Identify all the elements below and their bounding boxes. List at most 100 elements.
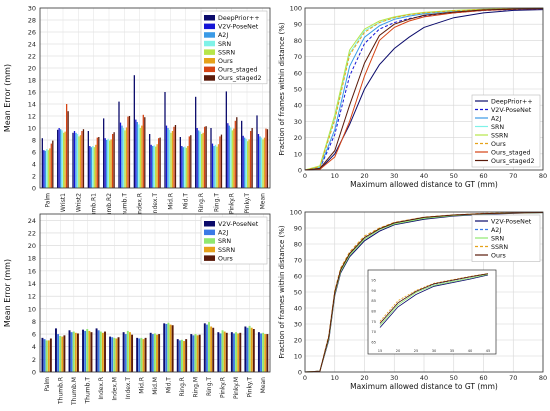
bar: [59, 335, 62, 372]
bar: [179, 137, 181, 188]
legend-swatch: [204, 221, 215, 227]
bar: [136, 122, 138, 188]
y-tick-label: 50: [294, 289, 302, 297]
y-tick-label: 6: [32, 149, 36, 157]
bar: [103, 118, 105, 188]
bar: [113, 132, 115, 188]
bar: [257, 332, 260, 372]
y-tick-label: 8: [32, 318, 36, 326]
bar: [142, 114, 144, 188]
y-tick-label: 100: [290, 5, 302, 13]
bar: [141, 125, 143, 188]
bar: [225, 91, 227, 188]
bar: [157, 138, 160, 188]
bar: [244, 137, 246, 188]
legend-label: SSRN: [491, 244, 508, 251]
y-axis-label: Fraction of frames within distance (%): [278, 225, 286, 358]
bar: [171, 131, 174, 188]
x-tick-label: 30: [390, 374, 398, 382]
x-tick-label: Mid.M: [152, 377, 159, 395]
inset-y-tick: 80: [371, 310, 376, 314]
x-tick-label: Palm: [44, 377, 51, 392]
bar: [190, 334, 193, 372]
bar: [171, 325, 174, 372]
bar: [125, 127, 128, 188]
legend-swatch: [204, 15, 215, 21]
series-line: [304, 212, 544, 373]
bar: [139, 128, 141, 188]
legend-label: SRN: [491, 235, 504, 242]
bar: [223, 331, 226, 372]
y-tick-label: 20: [294, 134, 302, 142]
y-tick-label: 20: [28, 65, 36, 73]
y-axis-label: Fraction of frames within distance (%): [278, 22, 286, 155]
legend-swatch: [204, 255, 215, 261]
bar: [164, 92, 166, 188]
bar: [158, 334, 161, 372]
y-tick-label: 20: [28, 242, 36, 250]
x-tick-label: 80: [539, 172, 547, 180]
bar: [185, 339, 188, 372]
bar: [92, 146, 94, 188]
bar: [104, 138, 106, 188]
x-tick-label: Mean: [259, 193, 266, 210]
bar: [198, 130, 200, 188]
bar: [117, 337, 120, 372]
bar: [126, 330, 129, 372]
chart-top-right-pck: 0 10 20 30 40 50 60 70 80 90 100 0 10 20 30 40 50 60 70 80 M…: [278, 5, 547, 190]
x-tick-label: Pinky.R: [229, 193, 236, 214]
bar: [111, 337, 114, 372]
bar: [97, 330, 100, 372]
legend-label: Ours: [491, 252, 506, 259]
bar: [210, 326, 213, 372]
bar: [58, 128, 60, 188]
inset-series-line: [379, 273, 489, 322]
bar: [169, 324, 172, 372]
legend-swatch: [204, 66, 215, 73]
y-tick-label: 0: [32, 369, 36, 377]
x-axis-label: Maximum allowed distance to GT (mm): [350, 382, 498, 391]
bar: [153, 145, 155, 188]
bar: [195, 96, 197, 188]
legend-label: SSRN: [491, 132, 508, 139]
bar: [113, 337, 116, 372]
legend-label: Ours: [218, 58, 233, 65]
bar: [149, 134, 151, 188]
y-tick-label: 90: [294, 225, 302, 233]
x-tick-label: 20: [360, 172, 368, 180]
legend-label: SRN: [218, 238, 231, 245]
y-tick-label: 0: [298, 167, 302, 175]
y-tick-label: 16: [28, 89, 36, 97]
x-tick-label: 40: [420, 374, 428, 382]
bar: [212, 327, 215, 372]
series-line: [304, 8, 544, 171]
x-tick-label: Pinky.T: [244, 193, 251, 214]
plot-frame: [39, 213, 271, 373]
bar: [110, 139, 112, 188]
x-tick-label: Thumb.T: [84, 377, 91, 405]
bar: [176, 339, 179, 372]
legend-label: V2V-PoseNet: [218, 24, 259, 31]
bar: [265, 128, 267, 188]
bar: [136, 337, 139, 372]
bar: [257, 134, 260, 188]
bar: [244, 326, 247, 372]
bar: [72, 132, 74, 188]
bar: [144, 337, 147, 372]
bar: [259, 136, 261, 188]
y-tick-label: 100: [290, 209, 302, 217]
bar: [168, 129, 171, 188]
bar: [250, 327, 253, 372]
bar: [205, 126, 207, 188]
y-tick-label: 12: [28, 293, 36, 301]
bar: [251, 128, 253, 188]
bar: [149, 332, 152, 372]
bar: [104, 331, 106, 372]
x-tick-label: Wrist2: [75, 193, 82, 212]
x-tick-label: 80: [539, 374, 547, 382]
y-tick-label: 80: [294, 241, 302, 249]
legend-label: Ours: [218, 255, 233, 262]
bar: [65, 104, 68, 188]
bar: [266, 334, 269, 372]
